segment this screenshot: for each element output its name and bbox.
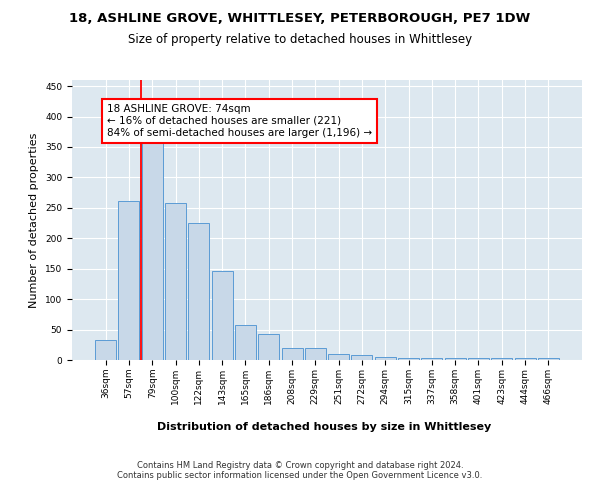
Bar [538, 358, 559, 360]
Bar [118, 200, 139, 360]
Bar [258, 334, 279, 360]
Bar [352, 355, 373, 360]
Bar [328, 354, 349, 360]
Bar [142, 142, 163, 360]
Text: Distribution of detached houses by size in Whittlesey: Distribution of detached houses by size … [157, 422, 491, 432]
Bar [375, 357, 396, 360]
Bar [491, 358, 512, 360]
Bar [445, 358, 466, 360]
Bar [398, 358, 419, 360]
Bar [165, 203, 186, 360]
Bar [305, 348, 326, 360]
Bar [235, 326, 256, 360]
Text: Size of property relative to detached houses in Whittlesey: Size of property relative to detached ho… [128, 32, 472, 46]
Text: Contains HM Land Registry data © Crown copyright and database right 2024.
Contai: Contains HM Land Registry data © Crown c… [118, 460, 482, 480]
Bar [515, 358, 536, 360]
Bar [188, 223, 209, 360]
Bar [468, 358, 489, 360]
Text: 18, ASHLINE GROVE, WHITTLESEY, PETERBOROUGH, PE7 1DW: 18, ASHLINE GROVE, WHITTLESEY, PETERBORO… [70, 12, 530, 26]
Bar [421, 358, 442, 360]
Y-axis label: Number of detached properties: Number of detached properties [29, 132, 40, 308]
Bar [212, 270, 233, 360]
Text: 18 ASHLINE GROVE: 74sqm
← 16% of detached houses are smaller (221)
84% of semi-d: 18 ASHLINE GROVE: 74sqm ← 16% of detache… [107, 104, 372, 138]
Bar [95, 340, 116, 360]
Bar [281, 348, 302, 360]
